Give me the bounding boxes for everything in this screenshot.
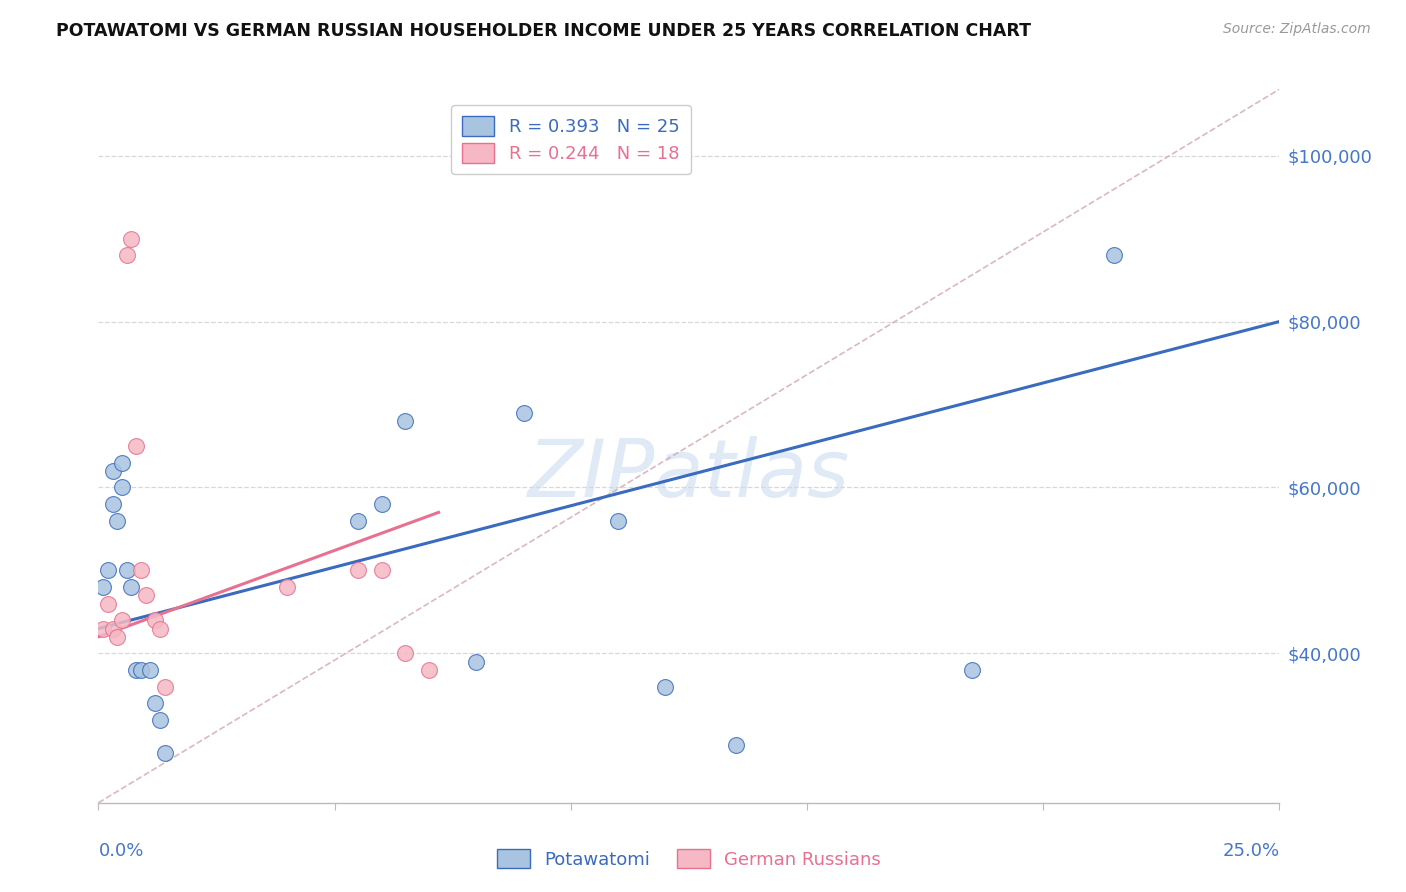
Point xyxy=(135,588,157,602)
Point xyxy=(143,696,166,710)
Y-axis label: Householder Income Under 25 years: Householder Income Under 25 years xyxy=(0,293,8,599)
Point xyxy=(121,231,143,245)
Point xyxy=(111,613,134,627)
Point xyxy=(129,663,152,677)
Point xyxy=(143,613,166,627)
Point xyxy=(347,564,370,578)
Point xyxy=(607,514,630,528)
Point xyxy=(139,663,162,677)
Point xyxy=(371,497,394,511)
Text: ZIPatlas: ZIPatlas xyxy=(527,435,851,514)
Point xyxy=(465,655,488,669)
Point xyxy=(153,746,176,760)
Point xyxy=(115,248,138,262)
Point xyxy=(725,738,748,752)
Point xyxy=(149,713,172,727)
Point xyxy=(418,663,440,677)
Point xyxy=(962,663,984,677)
Point xyxy=(1102,248,1125,262)
Point xyxy=(125,439,148,453)
Point xyxy=(111,456,134,470)
Point xyxy=(97,564,120,578)
Text: 0.0%: 0.0% xyxy=(98,842,143,860)
Point xyxy=(101,464,124,478)
Point xyxy=(153,680,176,694)
Point xyxy=(101,622,124,636)
Point xyxy=(394,414,416,428)
Legend: Potawatomi, German Russians: Potawatomi, German Russians xyxy=(486,838,891,880)
Point xyxy=(276,580,298,594)
Point xyxy=(101,497,124,511)
Point xyxy=(91,580,114,594)
Point xyxy=(121,580,143,594)
Text: Source: ZipAtlas.com: Source: ZipAtlas.com xyxy=(1223,22,1371,37)
Text: POTAWATOMI VS GERMAN RUSSIAN HOUSEHOLDER INCOME UNDER 25 YEARS CORRELATION CHART: POTAWATOMI VS GERMAN RUSSIAN HOUSEHOLDER… xyxy=(56,22,1031,40)
Point xyxy=(371,564,394,578)
Point xyxy=(347,514,370,528)
Point xyxy=(149,622,172,636)
Point xyxy=(654,680,676,694)
Point xyxy=(105,630,128,644)
Point xyxy=(394,647,416,661)
Point xyxy=(129,564,152,578)
Text: 25.0%: 25.0% xyxy=(1222,842,1279,860)
Point xyxy=(115,564,138,578)
Point xyxy=(91,622,114,636)
Point xyxy=(125,663,148,677)
Point xyxy=(512,406,534,420)
Point xyxy=(111,481,134,495)
Point xyxy=(97,597,120,611)
Point xyxy=(105,514,128,528)
